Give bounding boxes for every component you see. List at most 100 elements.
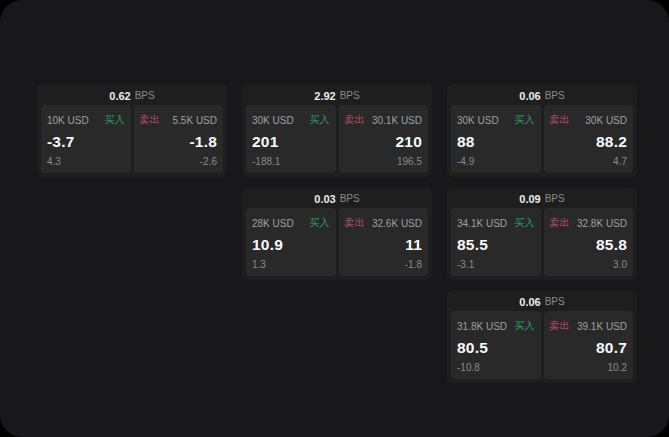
sell-price: 85.8 [550, 236, 628, 254]
sell-panel[interactable]: 卖出 39.1K USD 80.7 10.2 [544, 311, 634, 379]
card-header: 0.09 BPS [447, 187, 637, 208]
buy-panel-top-row: 28K USD 买入 [252, 216, 330, 230]
panels-row: 30K USD 买入 201 -188.1 卖出 30.1K USD 210 1… [242, 105, 432, 173]
sell-tag: 卖出 [345, 216, 365, 230]
bps-value: 2.92 [314, 90, 335, 102]
buy-panel[interactable]: 30K USD 买入 88 -4.9 [451, 105, 541, 173]
buy-size: 31.8K USD [457, 321, 507, 332]
sell-price: 11 [345, 236, 423, 254]
sell-size: 32.8K USD [577, 218, 627, 229]
sell-tag: 卖出 [140, 113, 160, 127]
card-header: 0.06 BPS [447, 290, 637, 311]
buy-delta: 1.3 [252, 259, 330, 270]
bps-unit: BPS [545, 193, 565, 204]
sell-delta: 3.0 [550, 259, 628, 270]
sell-panel-top-row: 卖出 32.6K USD [345, 216, 423, 230]
buy-panel-top-row: 10K USD 买入 [47, 113, 125, 127]
buy-delta: -10.8 [457, 362, 535, 373]
bps-value: 0.62 [109, 90, 130, 102]
sell-delta: -1.8 [345, 259, 423, 270]
panels-row: 31.8K USD 买入 80.5 -10.8 卖出 39.1K USD 80.… [447, 311, 637, 379]
bps-unit: BPS [340, 193, 360, 204]
panels-row: 10K USD 买入 -3.7 4.3 卖出 5.5K USD -1.8 -2.… [37, 105, 227, 173]
buy-panel[interactable]: 34.1K USD 买入 85.5 -3.1 [451, 208, 541, 276]
buy-size: 30K USD [252, 115, 294, 126]
sell-tag: 卖出 [550, 319, 570, 333]
buy-size: 28K USD [252, 218, 294, 229]
card-header: 2.92 BPS [242, 84, 432, 105]
buy-price: -3.7 [47, 133, 125, 151]
sell-size: 30K USD [585, 115, 627, 126]
sell-price: 210 [345, 133, 423, 151]
sell-panel[interactable]: 卖出 5.5K USD -1.8 -2.6 [134, 105, 224, 173]
card-header: 0.06 BPS [447, 84, 637, 105]
buy-size: 30K USD [457, 115, 499, 126]
sell-panel-top-row: 卖出 30.1K USD [345, 113, 423, 127]
buy-panel-top-row: 30K USD 买入 [457, 113, 535, 127]
buy-panel[interactable]: 30K USD 买入 201 -188.1 [246, 105, 336, 173]
bps-value: 0.09 [519, 193, 540, 205]
bps-unit: BPS [135, 90, 155, 101]
bps-unit: BPS [545, 296, 565, 307]
bps-value: 0.03 [314, 193, 335, 205]
buy-price: 10.9 [252, 236, 330, 254]
quote-card: 0.09 BPS 34.1K USD 买入 85.5 -3.1 卖出 32.8K… [447, 187, 637, 280]
sell-delta: -2.6 [140, 156, 218, 167]
bps-value: 0.06 [519, 90, 540, 102]
sell-panel[interactable]: 卖出 30.1K USD 210 196.5 [339, 105, 429, 173]
buy-price: 201 [252, 133, 330, 151]
card-header: 0.62 BPS [37, 84, 227, 105]
quote-card: 0.06 BPS 31.8K USD 买入 80.5 -10.8 卖出 39.1… [447, 290, 637, 383]
buy-tag: 买入 [310, 216, 330, 230]
sell-panel[interactable]: 卖出 32.8K USD 85.8 3.0 [544, 208, 634, 276]
buy-delta: -188.1 [252, 156, 330, 167]
sell-delta: 4.7 [550, 156, 628, 167]
sell-tag: 卖出 [550, 216, 570, 230]
quote-card: 0.62 BPS 10K USD 买入 -3.7 4.3 卖出 5.5K USD… [37, 84, 227, 177]
buy-panel-top-row: 34.1K USD 买入 [457, 216, 535, 230]
buy-delta: 4.3 [47, 156, 125, 167]
quote-card: 2.92 BPS 30K USD 买入 201 -188.1 卖出 30.1K … [242, 84, 432, 177]
bps-value: 0.06 [519, 296, 540, 308]
sell-delta: 10.2 [550, 362, 628, 373]
bps-unit: BPS [340, 90, 360, 101]
buy-panel[interactable]: 10K USD 买入 -3.7 4.3 [41, 105, 131, 173]
panels-row: 30K USD 买入 88 -4.9 卖出 30K USD 88.2 4.7 [447, 105, 637, 173]
sell-price: -1.8 [140, 133, 218, 151]
buy-size: 10K USD [47, 115, 89, 126]
sell-size: 5.5K USD [173, 115, 217, 126]
quote-card: 0.03 BPS 28K USD 买入 10.9 1.3 卖出 32.6K US… [242, 187, 432, 280]
buy-tag: 买入 [515, 319, 535, 333]
buy-price: 80.5 [457, 339, 535, 357]
bps-unit: BPS [545, 90, 565, 101]
buy-panel[interactable]: 28K USD 买入 10.9 1.3 [246, 208, 336, 276]
buy-panel[interactable]: 31.8K USD 买入 80.5 -10.8 [451, 311, 541, 379]
sell-price: 88.2 [550, 133, 628, 151]
sell-size: 30.1K USD [372, 115, 422, 126]
sell-panel-top-row: 卖出 5.5K USD [140, 113, 218, 127]
sell-panel[interactable]: 卖出 32.6K USD 11 -1.8 [339, 208, 429, 276]
panels-row: 34.1K USD 买入 85.5 -3.1 卖出 32.8K USD 85.8… [447, 208, 637, 276]
buy-price: 88 [457, 133, 535, 151]
sell-delta: 196.5 [345, 156, 423, 167]
sell-size: 39.1K USD [577, 321, 627, 332]
buy-panel-top-row: 31.8K USD 买入 [457, 319, 535, 333]
sell-panel-top-row: 卖出 39.1K USD [550, 319, 628, 333]
sell-tag: 卖出 [550, 113, 570, 127]
buy-panel-top-row: 30K USD 买入 [252, 113, 330, 127]
buy-tag: 买入 [515, 216, 535, 230]
quote-board: 0.62 BPS 10K USD 买入 -3.7 4.3 卖出 5.5K USD… [0, 0, 669, 437]
buy-tag: 买入 [515, 113, 535, 127]
buy-price: 85.5 [457, 236, 535, 254]
buy-delta: -4.9 [457, 156, 535, 167]
sell-size: 32.6K USD [372, 218, 422, 229]
buy-tag: 买入 [310, 113, 330, 127]
sell-panel-top-row: 卖出 30K USD [550, 113, 628, 127]
sell-price: 80.7 [550, 339, 628, 357]
quote-card: 0.06 BPS 30K USD 买入 88 -4.9 卖出 30K USD 8… [447, 84, 637, 177]
buy-size: 34.1K USD [457, 218, 507, 229]
sell-panel[interactable]: 卖出 30K USD 88.2 4.7 [544, 105, 634, 173]
buy-tag: 买入 [105, 113, 125, 127]
sell-tag: 卖出 [345, 113, 365, 127]
buy-delta: -3.1 [457, 259, 535, 270]
